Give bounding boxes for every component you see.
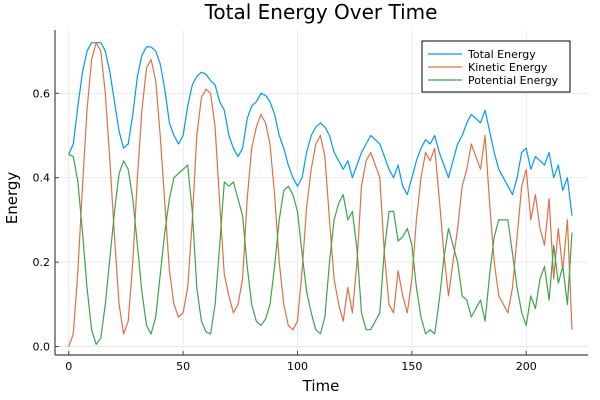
legend: Total Energy Kinetic Energy Potential En… bbox=[421, 40, 571, 93]
y-tick-label: 0.2 bbox=[33, 256, 51, 269]
legend-label-kinetic: Kinetic Energy bbox=[468, 61, 548, 74]
x-tick-label: 200 bbox=[516, 360, 537, 373]
x-tick-label: 100 bbox=[287, 360, 308, 373]
series-layer bbox=[68, 42, 573, 347]
x-tick-label: 150 bbox=[401, 360, 422, 373]
grid-lines bbox=[55, 30, 588, 355]
x-tick-label: 0 bbox=[65, 360, 72, 373]
legend-label-total: Total Energy bbox=[467, 48, 536, 61]
series-potential-energy bbox=[68, 153, 573, 345]
y-axis-label: Energy bbox=[3, 172, 21, 225]
x-tick-label: 50 bbox=[176, 360, 190, 373]
series-total-energy bbox=[68, 42, 573, 216]
series-kinetic-energy bbox=[68, 42, 573, 347]
y-tick-label: 0.0 bbox=[33, 341, 51, 354]
chart-title: Total Energy Over Time bbox=[204, 0, 438, 24]
y-tick-label: 0.6 bbox=[33, 87, 51, 100]
legend-label-potential: Potential Energy bbox=[468, 74, 559, 87]
y-tick-label: 0.4 bbox=[33, 172, 51, 185]
x-axis-label: Time bbox=[302, 377, 340, 395]
axis-ticks: 0 50 100 150 200 0.0 0.2 0.4 0.6 bbox=[33, 87, 537, 373]
